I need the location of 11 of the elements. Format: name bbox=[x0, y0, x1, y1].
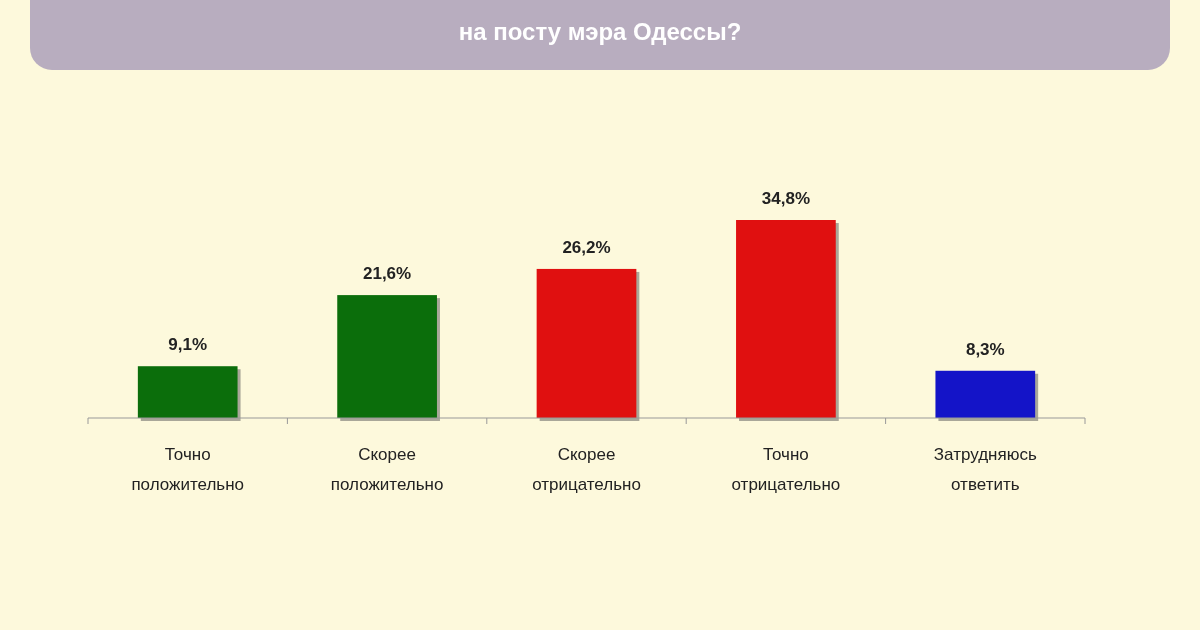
data-label: 21,6% bbox=[363, 264, 412, 284]
x-tick-label: Скорее положительно bbox=[330, 445, 444, 494]
x-tick-label: Точно положительно bbox=[131, 445, 245, 494]
x-tick-label: Скорее отрицательно bbox=[532, 445, 641, 494]
x-tick-label: Точно отрицательно bbox=[731, 445, 841, 494]
data-label: 26,2% bbox=[562, 237, 611, 257]
x-tick-label: Затрудняюсь ответить bbox=[933, 445, 1037, 494]
chart-title: на посту мэра Одессы? bbox=[458, 18, 742, 45]
data-label: 8,3% bbox=[965, 339, 1005, 359]
data-label: 9,1% bbox=[168, 335, 208, 355]
data-label: 34,8% bbox=[761, 189, 810, 208]
